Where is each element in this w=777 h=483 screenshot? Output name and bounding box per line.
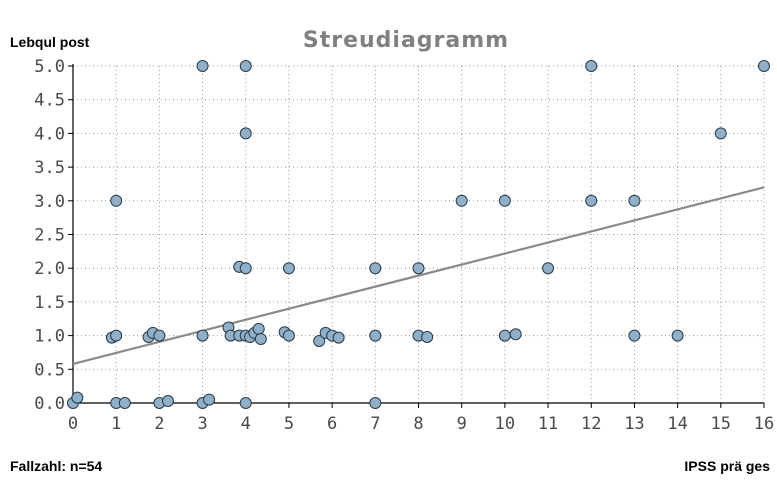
data-point (332, 331, 345, 344)
x-tick-label: 9 (457, 414, 467, 434)
data-points (67, 60, 770, 409)
data-point (714, 127, 727, 140)
data-point (196, 329, 209, 342)
y-tick-label: 1.0 (34, 327, 65, 347)
grid (73, 65, 765, 403)
data-point (585, 60, 598, 72)
y-tick-label: 0.0 (34, 394, 65, 414)
data-point (282, 329, 295, 342)
data-point (203, 393, 216, 406)
data-point (196, 60, 209, 72)
x-tick-label: 6 (327, 414, 337, 434)
regression-line (72, 186, 765, 365)
x-tick-label: 14 (667, 414, 687, 434)
x-tick-label: 3 (197, 414, 207, 434)
x-tick-label: 1 (111, 414, 121, 434)
x-tick-label: 10 (495, 414, 515, 434)
y-tick-label: 4.5 (34, 91, 65, 111)
y-tick-label: 2.0 (34, 259, 65, 279)
x-tick-label: 2 (154, 414, 164, 434)
y-tick-label: 2.5 (34, 226, 65, 246)
sample-size-note: Fallzahl: n=54 (10, 458, 102, 474)
x-tick-label: 12 (581, 414, 601, 434)
data-point (628, 329, 641, 342)
axes (68, 64, 765, 408)
y-tick-label: 1.5 (34, 293, 65, 313)
y-tick-label: 4.0 (34, 124, 65, 144)
x-tick-label: 7 (370, 414, 380, 434)
x-tick-label: 11 (538, 414, 558, 434)
data-point (542, 262, 555, 275)
data-point (239, 127, 252, 140)
chart-title: Streudiagramm (303, 28, 509, 53)
y-tick-label: 0.5 (34, 360, 65, 380)
x-tick-label: 13 (624, 414, 644, 434)
data-point (239, 262, 252, 275)
tick-labels: 0.00.51.01.52.02.53.03.54.04.55.00 1 2 3 4 5 6… (34, 57, 774, 434)
data-point (313, 334, 326, 347)
trendline (72, 186, 765, 365)
data-point (162, 394, 175, 407)
y-tick-label: 5.0 (34, 57, 65, 77)
x-tick-label: 0 (68, 414, 78, 434)
y-tick-label: 3.0 (34, 192, 65, 212)
data-point (369, 329, 382, 342)
data-point (498, 194, 511, 207)
y-tick-label: 3.5 (34, 158, 65, 178)
data-point (671, 329, 684, 342)
x-tick-label: 4 (241, 414, 251, 434)
data-point (110, 329, 123, 342)
data-point (412, 262, 425, 275)
data-point (628, 194, 641, 207)
data-point (455, 194, 468, 207)
data-point (369, 262, 382, 275)
data-point (71, 391, 84, 404)
data-point (498, 329, 511, 342)
data-point (585, 194, 598, 207)
data-point (239, 60, 252, 72)
data-point (252, 322, 265, 335)
x-tick-label: 16 (754, 414, 774, 434)
x-axis-label: IPSS prä ges (684, 458, 770, 474)
data-point (369, 397, 382, 409)
data-point (118, 397, 131, 409)
data-point (282, 262, 295, 275)
x-tick-label: 15 (711, 414, 731, 434)
data-point (254, 332, 267, 345)
data-point (153, 329, 166, 342)
data-point (758, 60, 770, 72)
data-point (421, 330, 434, 343)
data-point (509, 328, 522, 341)
data-point (239, 397, 252, 409)
y-axis-label: Lebqul post (10, 34, 90, 50)
data-point (110, 194, 123, 207)
x-tick-label: 8 (413, 414, 423, 434)
x-tick-label: 5 (284, 414, 294, 434)
